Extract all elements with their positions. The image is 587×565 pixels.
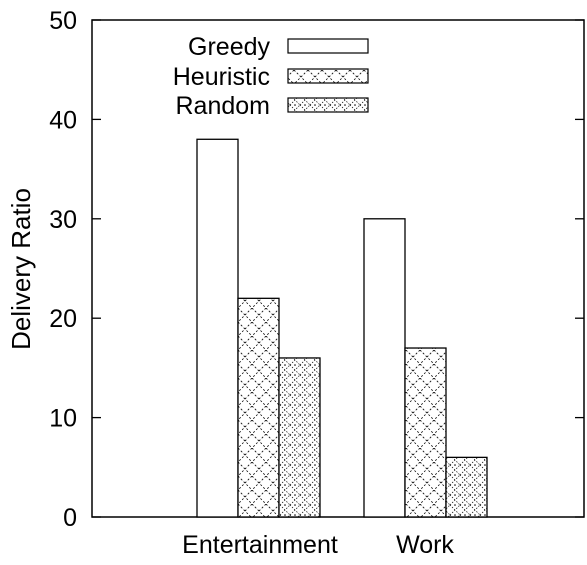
y-axis: 0 10 20 30 40 50 xyxy=(49,7,584,532)
y-tick-label: 0 xyxy=(63,504,77,532)
bar-greedy-entertainment xyxy=(196,138,239,518)
legend-label-heuristic: Heuristic xyxy=(173,63,270,91)
y-tick-label: 20 xyxy=(49,305,77,333)
bar-heuristic-entertainment xyxy=(237,297,280,518)
x-tick-label: Work xyxy=(396,531,454,559)
y-tick-label: 10 xyxy=(49,405,77,433)
bar-random-work xyxy=(445,456,488,518)
legend-label-greedy: Greedy xyxy=(188,33,270,61)
plot-border xyxy=(91,19,585,518)
y-axis-label: Delivery Ratio xyxy=(6,188,36,350)
y-tick-label: 50 xyxy=(49,7,77,35)
plot-frame xyxy=(91,19,585,518)
legend-swatch-greedy xyxy=(287,38,369,54)
bar-greedy-work xyxy=(363,218,406,518)
bar-random-entertainment xyxy=(278,357,321,518)
x-axis: Entertainment Work xyxy=(182,531,454,559)
legend-swatch-heuristic xyxy=(287,68,369,84)
y-tick-label: 40 xyxy=(49,106,77,134)
legend-label-random: Random xyxy=(176,92,271,120)
legend-swatch-random xyxy=(287,97,369,113)
bar-heuristic-work xyxy=(404,347,447,518)
bars xyxy=(196,138,488,518)
x-tick-label: Entertainment xyxy=(182,531,338,559)
y-tick-label: 30 xyxy=(49,206,77,234)
